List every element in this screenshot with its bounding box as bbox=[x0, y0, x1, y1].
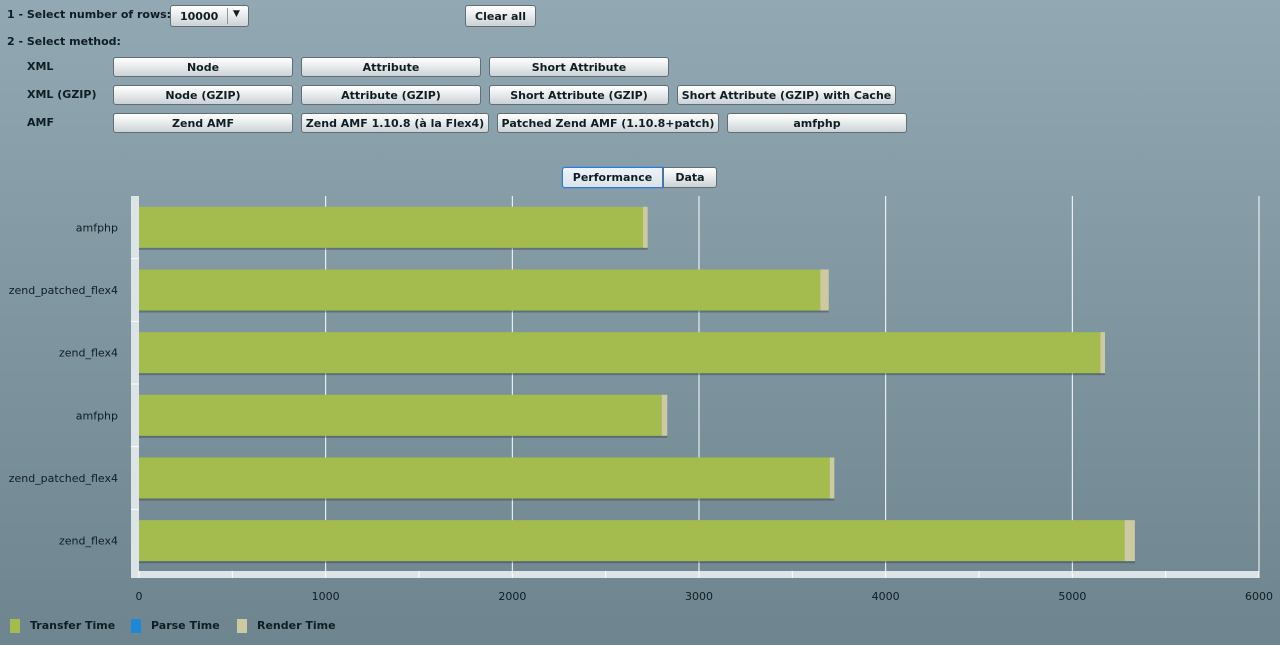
legend-swatch-render bbox=[237, 619, 247, 633]
method-button-patched-zend-amf[interactable]: Patched Zend AMF (1.10.8+patch) bbox=[497, 113, 719, 133]
clear-all-button[interactable]: Clear all bbox=[465, 5, 536, 27]
chart-axis bbox=[131, 196, 1260, 578]
x-tick-label: 0 bbox=[136, 590, 143, 603]
bar-shadow bbox=[139, 498, 835, 501]
rows-label: 1 - Select number of rows: bbox=[7, 8, 172, 21]
method-button-node-gzip[interactable]: Node (GZIP) bbox=[113, 85, 293, 105]
method-button-short-attribute-gzip-cache[interactable]: Short Attribute (GZIP) with Cache bbox=[677, 85, 896, 105]
group-label-xml: XML bbox=[27, 60, 54, 73]
bar-render-time bbox=[820, 269, 829, 311]
bar-transfer-time bbox=[139, 457, 830, 499]
bar-shadow bbox=[139, 310, 829, 313]
chart-bars bbox=[139, 206, 1135, 564]
x-tick-label: 1000 bbox=[312, 590, 340, 603]
method-button-attribute[interactable]: Attribute bbox=[301, 57, 481, 77]
chart-gridlines bbox=[325, 196, 1260, 572]
rows-dropdown-value: 10000 bbox=[180, 10, 219, 23]
bar-transfer-time bbox=[139, 332, 1101, 374]
category-label: zend_flex4 bbox=[59, 347, 118, 360]
chart-tick-labels: 0 1000 2000 3000 4000 5000 6000 bbox=[136, 590, 1274, 603]
bar-render-time bbox=[661, 394, 668, 436]
category-label: zend_patched_flex4 bbox=[9, 284, 118, 297]
bar-shadow bbox=[139, 373, 1105, 376]
bar-transfer-time bbox=[139, 206, 643, 248]
bar-render-time bbox=[1124, 520, 1135, 562]
bar-shadow bbox=[139, 247, 648, 250]
category-label: amfphp bbox=[76, 221, 118, 234]
chart-category-labels: amfphpzend_patched_flex4zend_flex4amfphp… bbox=[9, 221, 118, 547]
method-button-node[interactable]: Node bbox=[113, 57, 293, 77]
bar-shadow bbox=[139, 561, 1135, 564]
x-tick-label: 5000 bbox=[1058, 590, 1086, 603]
legend-swatch-transfer bbox=[10, 619, 20, 633]
bar-transfer-time bbox=[139, 520, 1125, 562]
x-axis bbox=[131, 571, 1259, 578]
category-label: amfphp bbox=[76, 409, 118, 422]
dropdown-separator bbox=[227, 8, 228, 24]
category-label: zend_flex4 bbox=[59, 535, 118, 548]
legend-label-parse: Parse Time bbox=[151, 619, 220, 632]
group-label-xml-gzip: XML (GZIP) bbox=[27, 88, 97, 101]
method-button-zend-amf[interactable]: Zend AMF bbox=[113, 113, 293, 133]
bar-transfer-time bbox=[139, 394, 662, 436]
tab-data[interactable]: Data bbox=[663, 167, 717, 188]
chevron-down-icon: ▼ bbox=[233, 9, 240, 19]
method-button-attribute-gzip[interactable]: Attribute (GZIP) bbox=[301, 85, 481, 105]
method-label: 2 - Select method: bbox=[7, 35, 121, 48]
bar-shadow bbox=[139, 435, 668, 438]
legend-label-transfer: Transfer Time bbox=[30, 619, 116, 632]
tab-performance[interactable]: Performance bbox=[562, 167, 663, 188]
legend-label-render: Render Time bbox=[257, 619, 336, 632]
bar-render-time bbox=[829, 457, 835, 499]
method-button-amfphp[interactable]: amfphp bbox=[727, 113, 907, 133]
x-tick-label: 4000 bbox=[872, 590, 900, 603]
x-tick-label: 3000 bbox=[685, 590, 713, 603]
bar-render-time bbox=[1100, 332, 1105, 374]
rows-dropdown[interactable]: 10000 ▼ bbox=[170, 5, 249, 27]
x-tick-label: 6000 bbox=[1245, 590, 1273, 603]
legend-swatch-parse bbox=[131, 619, 141, 633]
bar-transfer-time bbox=[139, 269, 821, 311]
method-button-short-attribute[interactable]: Short Attribute bbox=[489, 57, 669, 77]
category-label: zend_patched_flex4 bbox=[9, 472, 118, 485]
method-button-short-attribute-gzip[interactable]: Short Attribute (GZIP) bbox=[489, 85, 669, 105]
x-tick-label: 2000 bbox=[498, 590, 526, 603]
group-label-amf: AMF bbox=[27, 116, 54, 129]
bar-render-time bbox=[643, 206, 648, 248]
y-axis bbox=[131, 196, 139, 578]
method-button-zend-amf-flex4[interactable]: Zend AMF 1.10.8 (à la Flex4) bbox=[301, 113, 489, 133]
